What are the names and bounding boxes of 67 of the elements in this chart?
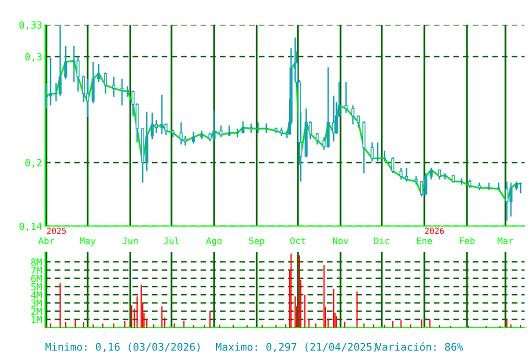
candlestick (76, 56, 80, 92)
candlestick (399, 167, 403, 180)
x-tick-label: Abr (38, 237, 54, 244)
x-tick-label: May (80, 238, 96, 246)
candlestick (351, 104, 354, 126)
y-tick-label: 8M (31, 258, 42, 266)
text: 2025 (47, 228, 66, 234)
candlestick (509, 182, 512, 218)
candlestick (519, 182, 522, 194)
y-tick-label: 3M (31, 299, 42, 307)
candlestick (228, 124, 231, 137)
candlestick (164, 122, 168, 136)
candlestick (356, 115, 360, 128)
candlestick (64, 45, 68, 80)
y-tick-label: 0,14 (19, 222, 42, 232)
y-tick-label: 4M (31, 291, 42, 298)
candlestick (126, 86, 130, 98)
text: 2026 (424, 228, 444, 234)
candlestick (180, 122, 183, 146)
candlestick (370, 142, 374, 162)
candlestick (92, 61, 95, 104)
y-tick-label: 0,3 (25, 53, 42, 62)
text: Minimo: 0,16 (03/03/2026) (45, 342, 200, 352)
candlestick (332, 95, 336, 142)
x-tick-label: Oct (290, 237, 306, 244)
y-tick-label: 2M (31, 308, 42, 315)
candlestick (120, 78, 124, 106)
text: Variación: 86% (376, 342, 464, 351)
candlestick (391, 156, 394, 174)
candlestick (160, 94, 164, 135)
y-tick-label: 0,33 (19, 21, 42, 30)
candlestick (438, 169, 442, 180)
candlestick (219, 124, 222, 138)
candlestick (192, 131, 195, 144)
candlestick (97, 63, 100, 83)
x-tick-label: Jun (122, 238, 138, 244)
candlestick (104, 72, 108, 94)
candlestick (150, 112, 154, 140)
candlestick (45, 82, 48, 110)
y-tick-label: 5M (31, 283, 42, 290)
y-tick-label: 0,2 (25, 159, 42, 168)
candlestick (112, 76, 116, 98)
candlestick (82, 74, 86, 103)
candlestick (49, 56, 52, 106)
x-tick-label: Dic (374, 237, 390, 244)
y-tick-label: 6M (31, 274, 42, 282)
x-tick-label: Ago (206, 237, 222, 246)
x-tick-label: Nov (332, 238, 348, 244)
candlestick (72, 45, 76, 83)
candlestick (154, 119, 158, 134)
x-tick-label: Feb (460, 237, 475, 244)
candlestick (344, 81, 348, 114)
x-tick-label: Mar (498, 238, 514, 244)
y-tick-label: 1M (32, 316, 42, 324)
candlestick (250, 122, 253, 134)
candlestick (264, 122, 268, 134)
text: Maximo: 0,297 (21/04/2025) (216, 342, 376, 352)
candlestick (316, 132, 319, 146)
x-tick-label: Sep (249, 237, 264, 246)
x-tick-label: Jul (164, 237, 179, 244)
candlestick (430, 167, 433, 180)
candlestick (58, 24, 62, 96)
x-tick-label: Ene (417, 238, 432, 244)
candlestick (404, 167, 408, 182)
y-tick-label: 7M (31, 266, 42, 274)
line-series (46, 60, 522, 203)
candlestick (241, 120, 244, 134)
